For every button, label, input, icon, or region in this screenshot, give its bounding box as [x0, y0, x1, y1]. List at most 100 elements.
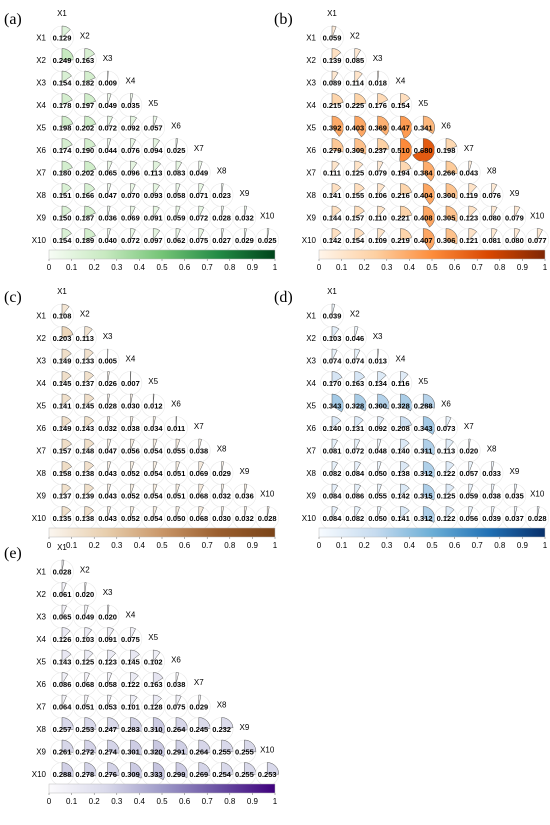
panel-e: (e) X1 X1 X2 X2 X3 X3 X4 X4 X5 X5 X6 X6 X7 X7 X8 X8 X9 X9 X…	[4, 543, 280, 806]
cell-value: 0.138	[75, 514, 94, 523]
cell-value: 0.029	[235, 236, 254, 245]
pie-wedge	[400, 371, 409, 384]
pie-wedge	[130, 115, 138, 129]
cell-value: 0.028	[53, 568, 72, 577]
cell-value: 0.158	[53, 469, 72, 478]
pie-wedge	[468, 483, 474, 496]
pie-wedge	[331, 438, 338, 452]
pie-wedge	[61, 627, 71, 640]
pie-wedge	[130, 205, 136, 218]
cell-value: 0.143	[53, 658, 72, 667]
column-label: X5	[148, 633, 158, 642]
cell-value: 0.035	[505, 492, 524, 501]
pie-wedge	[422, 228, 435, 250]
pie-wedge	[377, 160, 384, 173]
cell-value: 0.198	[437, 146, 456, 155]
row-label: X3	[36, 613, 46, 622]
cell-value: 0.005	[98, 357, 117, 366]
row-label: X5	[36, 402, 46, 411]
cell-value: 0.299	[167, 770, 186, 779]
cell-value: 0.084	[323, 514, 343, 523]
pie-wedge	[175, 483, 180, 496]
cell-value: 0.049	[98, 101, 117, 110]
cell-value: 0.081	[323, 447, 342, 456]
cell-value: 0.080	[482, 214, 501, 223]
cell-value: 0.311	[414, 447, 432, 456]
row-label: X4	[36, 379, 46, 388]
colorbar-tick-label: 0.9	[247, 541, 259, 550]
cell-value: 0.123	[459, 214, 478, 223]
row-label: X3	[36, 79, 46, 88]
pie-wedge	[377, 93, 389, 106]
cell-value: 0.163	[144, 680, 163, 689]
pie-wedge	[198, 205, 205, 218]
row-label: X6	[306, 424, 316, 433]
column-label: X6	[441, 122, 451, 131]
cell-value: 0.202	[75, 124, 94, 133]
cell-value: 0.255	[235, 748, 254, 757]
row-label: X3	[306, 357, 316, 366]
cell-value: 0.310	[144, 725, 163, 734]
cell-value: 0.055	[368, 492, 387, 501]
colorbar-tick-label: 0.5	[156, 541, 168, 550]
column-label: X10	[530, 490, 545, 499]
cell-value: 0.288	[53, 770, 72, 779]
column-label: X7	[464, 144, 474, 153]
cell-value: 0.056	[459, 514, 478, 523]
column-label: X4	[396, 355, 406, 364]
pie-wedge	[445, 228, 458, 245]
cell-value: 0.070	[121, 191, 140, 200]
cell-value: 0.134	[368, 379, 388, 388]
colorbar-tick-label: 0.9	[517, 541, 529, 550]
row-label: X2	[36, 56, 46, 65]
pie-wedge	[331, 25, 337, 38]
pie-wedge	[130, 371, 132, 384]
cell-value: 0.079	[505, 214, 524, 223]
pie-wedge	[331, 303, 336, 316]
pie-wedge	[331, 461, 339, 474]
cell-value: 0.126	[53, 635, 72, 644]
cell-value: 0.274	[98, 748, 118, 757]
cell-value: 0.142	[391, 492, 410, 501]
pie-wedge	[400, 393, 413, 412]
column-label: X2	[350, 32, 360, 41]
cell-value: 0.052	[121, 469, 140, 478]
panel-letter: (a)	[4, 11, 22, 28]
cell-value: 0.058	[98, 680, 117, 689]
colorbar-tick-label: 0.2	[89, 797, 101, 806]
pie-wedge	[130, 694, 138, 708]
cell-value: 0.404	[414, 191, 434, 200]
cell-value: 0.255	[235, 770, 254, 779]
pie-wedge	[130, 93, 134, 106]
colorbar-tick-label: 0.5	[156, 263, 168, 272]
cell-value: 0.050	[368, 469, 387, 478]
cell-value: 0.057	[144, 124, 163, 133]
cell-value: 0.320	[144, 748, 163, 757]
row-label: X3	[306, 79, 316, 88]
row-label: X10	[302, 514, 317, 523]
cell-value: 0.680	[414, 146, 433, 155]
panel-letter: (d)	[274, 289, 293, 306]
cell-value: 0.036	[235, 492, 254, 501]
pie-wedge	[354, 461, 361, 474]
cell-value: 0.249	[53, 56, 72, 65]
colorbar-tick-label: 0.4	[134, 263, 146, 272]
pie-wedge	[61, 205, 72, 218]
cell-value: 0.011	[167, 424, 185, 433]
cell-value: 0.131	[345, 424, 364, 433]
row-label: X8	[36, 725, 46, 734]
cell-value: 0.333	[144, 770, 163, 779]
row-label: X5	[36, 658, 46, 667]
column-label: X6	[171, 656, 181, 665]
cell-value: 0.269	[189, 770, 208, 779]
colorbar-tick-label: 0.4	[404, 263, 416, 272]
pie-wedge	[107, 483, 111, 496]
cell-value: 0.030	[212, 514, 231, 523]
cell-value: 0.253	[258, 770, 277, 779]
row-label: X1	[36, 312, 46, 321]
row-label: X1	[36, 34, 46, 43]
column-label: X3	[373, 332, 383, 341]
cell-value: 0.027	[212, 236, 231, 245]
cell-value: 0.312	[414, 469, 433, 478]
column-label: X6	[441, 400, 451, 409]
